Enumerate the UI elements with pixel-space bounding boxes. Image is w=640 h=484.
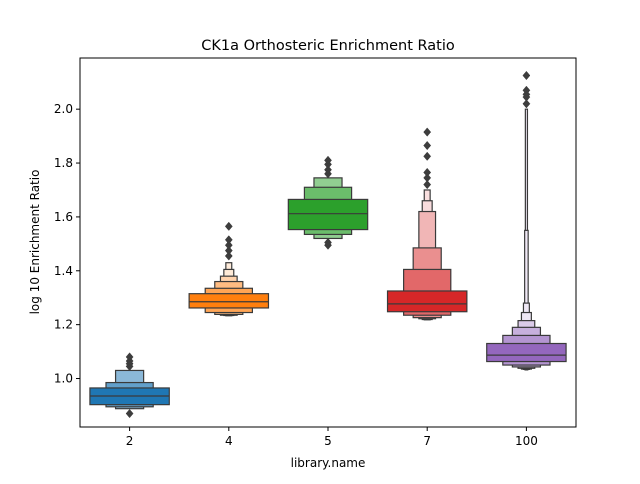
- boxen-box: [287, 198, 369, 231]
- x-axis: 2 4 5 7 100: [126, 427, 538, 448]
- outlier-point: [423, 180, 432, 190]
- outlier-point: [224, 221, 233, 231]
- outlier-point: [224, 251, 233, 261]
- outlier-point: [423, 127, 432, 137]
- outlier-point: [224, 245, 233, 256]
- outlier-point: [224, 235, 233, 245]
- y-tick-label: 1.0: [54, 372, 73, 386]
- outlier-point: [522, 85, 531, 95]
- boxen-box: [486, 342, 567, 363]
- x-tick-label: 5: [324, 434, 332, 448]
- y-axis-label: log 10 Enrichment Ratio: [28, 170, 42, 315]
- y-tick-label: 2.0: [54, 102, 73, 116]
- outlier-point: [423, 151, 432, 161]
- outlier-point: [423, 140, 432, 151]
- outlier-point: [324, 165, 332, 175]
- chart-title: CK1a Orthosteric Enrichment Ratio: [201, 38, 455, 54]
- outlier-point: [324, 155, 332, 165]
- outlier-point: [522, 99, 531, 109]
- x-tick-label: 7: [423, 434, 431, 448]
- outlier-point: [224, 240, 233, 250]
- x-axis-label: library.name: [291, 456, 366, 470]
- outlier-point: [423, 167, 432, 178]
- boxen-group-2: [89, 352, 170, 419]
- y-tick-label: 1.2: [54, 318, 73, 332]
- x-tick-label: 4: [225, 434, 233, 448]
- y-tick-label: 1.4: [54, 264, 73, 278]
- outlier-point: [423, 173, 432, 183]
- x-tick-label: 100: [515, 434, 538, 448]
- x-tick-label: 2: [126, 434, 134, 448]
- y-tick-label: 1.6: [54, 210, 73, 224]
- outlier-point: [522, 70, 531, 81]
- plot-area: [89, 70, 567, 419]
- boxen-group-5: [287, 155, 369, 250]
- boxen-box: [188, 293, 270, 309]
- outlier-point: [125, 408, 134, 419]
- outlier-point: [125, 352, 134, 362]
- boxen-group-4: [188, 221, 270, 317]
- boxen-group-7: [386, 127, 468, 321]
- y-axis: 1.0 1.2 1.4 1.6 1.8 2.0: [54, 102, 80, 386]
- y-tick-label: 1.8: [54, 156, 73, 170]
- boxen-group-100: [486, 70, 567, 371]
- outlier-point: [324, 240, 332, 250]
- boxen-box: [386, 290, 468, 313]
